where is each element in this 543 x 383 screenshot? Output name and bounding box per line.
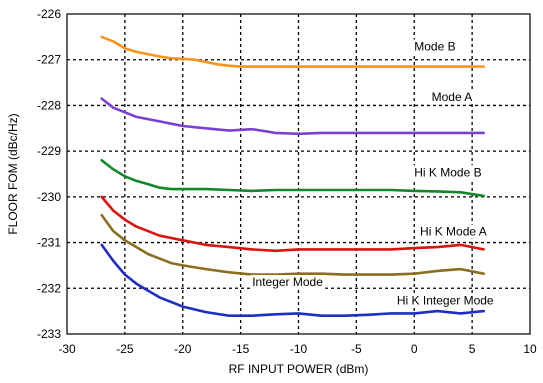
series-label: Integer Mode: [252, 275, 323, 289]
series-label: Hi K Mode B: [414, 165, 481, 179]
series-label-backing: [412, 165, 484, 180]
series-label-backing: [412, 39, 458, 54]
y-tick-label: -229: [37, 144, 61, 158]
y-tick-label: -232: [37, 281, 61, 295]
y-tick-label: -233: [37, 327, 61, 341]
series-label: Mode B: [414, 40, 455, 54]
series-line: [100, 243, 485, 317]
x-tick-labels: -30 -25 -20 -15 -10 -5 0 5 10: [58, 342, 537, 356]
x-tick-label: -25: [116, 342, 134, 356]
x-tick-label: -15: [232, 342, 250, 356]
x-axis-title: RF INPUT POWER (dBm): [229, 362, 369, 376]
series-label-backing: [418, 224, 489, 239]
x-tick-label: -30: [58, 342, 76, 356]
series-line: [100, 35, 485, 68]
series-label: Hi K Integer Mode: [397, 293, 494, 307]
y-tick-label: -230: [37, 190, 61, 204]
series-label: Mode A: [432, 90, 473, 104]
y-tick-label: -228: [37, 98, 61, 112]
x-tick-label: -20: [174, 342, 192, 356]
series-layer: [100, 35, 485, 317]
x-tick-label: -5: [351, 342, 362, 356]
series-labels: Mode B Mode A Hi K Mode B Hi K Mode A Intege…: [250, 39, 496, 308]
x-tick-label: -10: [290, 342, 308, 356]
y-tick-label: -227: [37, 53, 61, 67]
series-line: [100, 195, 485, 253]
x-tick-label: 10: [523, 342, 537, 356]
y-axis-title: FLOOR FOM (dBc/Hz): [6, 113, 20, 234]
series-line: [100, 213, 485, 276]
series-line: [100, 97, 485, 136]
series-label-backing: [394, 293, 496, 308]
y-tick-labels: -233 -232 -231 -230 -229 -228 -227 -226: [37, 7, 61, 341]
plot-frame: [66, 13, 531, 335]
series-line: [100, 159, 485, 198]
series-label: Hi K Mode A: [420, 225, 487, 239]
y-tick-label: -226: [37, 7, 61, 21]
x-tick-label: 5: [469, 342, 476, 356]
x-tick-label: 0: [411, 342, 418, 356]
y-tick-label: -231: [37, 236, 61, 250]
series-label-backing: [429, 89, 475, 104]
series-label-backing: [250, 275, 326, 289]
